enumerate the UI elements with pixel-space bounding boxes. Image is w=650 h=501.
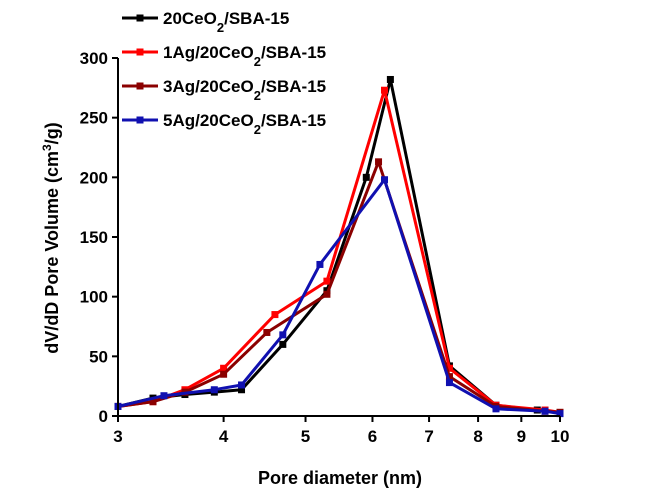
series-4-point xyxy=(210,386,218,394)
legend-marker-1 xyxy=(136,14,144,22)
series-1-point xyxy=(279,340,287,348)
series-3-point xyxy=(445,373,453,381)
y-axis-title-part-3: /g) xyxy=(42,122,62,144)
legend-label-part: 20CeO xyxy=(163,9,217,28)
y-axis-title: dV/dD Pore Volume (cm3/g) xyxy=(40,122,62,353)
x-tick-label: 3 xyxy=(113,427,122,446)
legend-label-subscript: 2 xyxy=(217,20,224,35)
legend-label-part: /SBA-15 xyxy=(261,77,326,96)
series-4-point xyxy=(316,260,324,268)
series-1-point xyxy=(362,173,370,181)
ticks: 0 50 100 150 200 250 300 3 4 5 6 7 8 9 10 xyxy=(80,49,570,446)
legend-label-part: /SBA-15 xyxy=(261,111,326,130)
legend-label-3: 3Ag/20CeO2/SBA-15 xyxy=(163,77,326,103)
series-4-point xyxy=(492,405,500,413)
legend-label-part: /SBA-15 xyxy=(261,43,326,62)
x-tick-label: 5 xyxy=(301,427,310,446)
series-4-point xyxy=(556,410,564,418)
axis-titles: Pore diameter (nm) dV/dD Pore Volume (cm… xyxy=(40,122,422,488)
y-tick-label: 100 xyxy=(80,288,108,307)
series-4-point xyxy=(381,176,389,184)
series-4-point xyxy=(238,381,246,389)
legend-label-part: /SBA-15 xyxy=(224,9,289,28)
legend-label-subscript: 2 xyxy=(254,88,261,103)
series-2-point xyxy=(381,86,389,94)
x-tick-label: 9 xyxy=(517,427,526,446)
series-3-point xyxy=(263,328,271,336)
series-4-point xyxy=(445,379,453,387)
x-tick-label: 6 xyxy=(368,427,377,446)
series-3-point xyxy=(375,158,383,166)
series-3-point xyxy=(149,398,157,406)
legend-label-subscript: 2 xyxy=(254,54,261,69)
series-line-2 xyxy=(117,88,561,414)
y-axis-title-part-1: dV/dD Pore Volume (cm xyxy=(42,151,62,354)
series-2-point xyxy=(220,364,228,372)
legend-label-1: 20CeO2/SBA-15 xyxy=(163,9,289,35)
y-tick-label: 200 xyxy=(80,168,108,187)
series-2-point xyxy=(323,277,331,285)
y-tick-label: 250 xyxy=(80,109,108,128)
y-tick-label: 300 xyxy=(80,49,108,68)
x-tick-label: 10 xyxy=(551,427,570,446)
series-2-point xyxy=(445,364,453,372)
series-1-point xyxy=(386,75,394,83)
legend-label-part: 1Ag/20CeO xyxy=(163,43,254,62)
y-tick-label: 0 xyxy=(99,407,108,426)
y-tick-label: 50 xyxy=(89,347,108,366)
series-2-point xyxy=(271,311,279,319)
x-tick-label: 8 xyxy=(473,427,482,446)
legend-marker-2 xyxy=(136,48,144,56)
series-3-point xyxy=(323,290,331,298)
series-1-point xyxy=(238,386,246,394)
series-line-3 xyxy=(117,160,561,414)
x-tick-label: 4 xyxy=(219,427,229,446)
legend-label-subscript: 2 xyxy=(254,122,261,137)
x-axis-title: Pore diameter (nm) xyxy=(258,468,422,488)
legend-marker-4 xyxy=(136,116,144,124)
series-3-point xyxy=(220,370,228,378)
legend-label-4: 5Ag/20CeO2/SBA-15 xyxy=(163,111,326,137)
legend: 20CeO2/SBA-151Ag/20CeO2/SBA-153Ag/20CeO2… xyxy=(122,9,326,137)
legend-marker-3 xyxy=(136,82,144,90)
series-4-point xyxy=(541,407,549,415)
y-tick-label: 150 xyxy=(80,228,108,247)
legend-label-2: 1Ag/20CeO2/SBA-15 xyxy=(163,43,326,69)
legend-label-part: 5Ag/20CeO xyxy=(163,111,254,130)
y-axis-title-superscript: 3 xyxy=(40,144,54,151)
series-4-point xyxy=(160,392,168,400)
series-line-4 xyxy=(117,178,561,416)
x-tick-label: 7 xyxy=(424,427,433,446)
series-4-point xyxy=(279,331,287,339)
legend-label-part: 3Ag/20CeO xyxy=(163,77,254,96)
